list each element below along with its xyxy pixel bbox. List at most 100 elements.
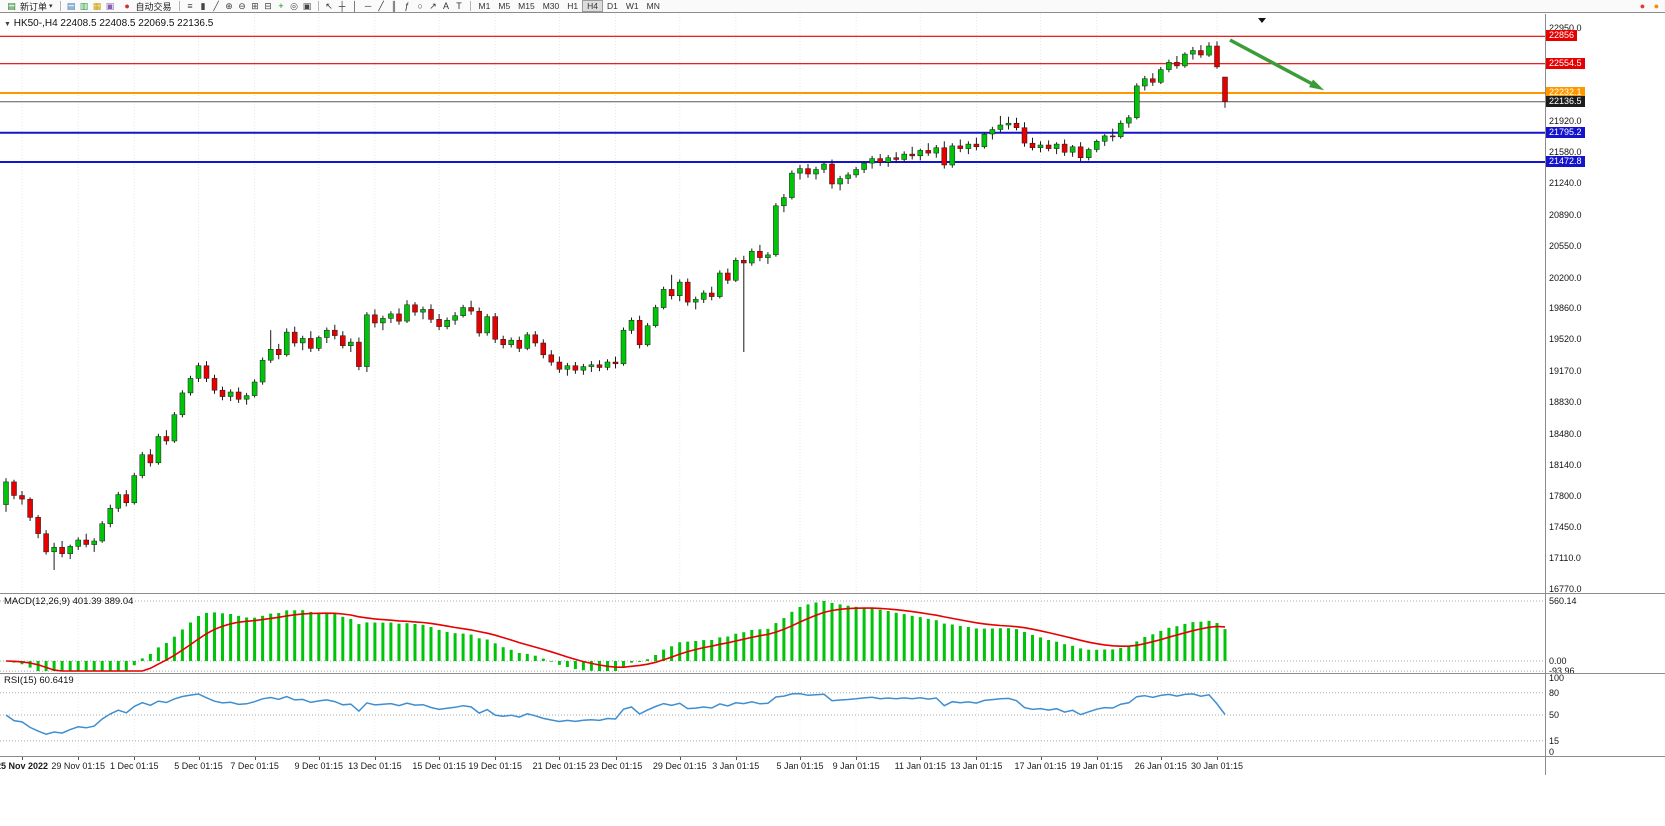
indicators-icon[interactable]: + — [278, 0, 284, 11]
support-line-upper-badge[interactable]: 21795.2 — [1546, 126, 1585, 138]
price-tick: 20550.0 — [1549, 240, 1582, 251]
timeframe-m1[interactable]: M1 — [478, 1, 491, 11]
timeframe-h1[interactable]: H1 — [567, 1, 579, 11]
date-label: 17 Jan 01:15 — [1014, 761, 1067, 771]
candlestick-chart-icon[interactable]: ▮ — [200, 0, 206, 11]
text-icon[interactable]: A — [443, 0, 450, 11]
cursor-icon[interactable]: ↖ — [325, 0, 333, 11]
rsi-axis-label: 15 — [1549, 735, 1560, 746]
macd-panel[interactable]: MACD(12,26,9) 401.39 389.04 — [0, 595, 1545, 672]
horizontal-line-icon[interactable]: ─ — [364, 0, 372, 11]
channel-icon[interactable]: ║ — [390, 0, 398, 11]
panel-separator — [0, 756, 1665, 757]
rsi-axis-label: 50 — [1549, 710, 1560, 720]
time-tick — [318, 757, 320, 760]
macd-values: 401.39 389.04 — [72, 596, 134, 607]
date-label: 3 Jan 01:15 — [712, 761, 760, 771]
crosshair-icon[interactable]: ┼ — [338, 0, 346, 11]
time-tick — [134, 757, 136, 760]
timeframe-d1[interactable]: D1 — [607, 1, 618, 11]
text-label-icon[interactable]: T — [456, 0, 462, 11]
line-chart-icon[interactable]: ╱ — [213, 0, 219, 11]
timeframe-m30[interactable]: M30 — [542, 1, 560, 11]
zoom-in-icon[interactable]: ⊕ — [225, 0, 233, 11]
rsi-svg[interactable] — [0, 674, 1545, 756]
date-label: 21 Dec 01:15 — [532, 761, 587, 771]
window-icons-group: ▤ ▥ ▦ ▣ — [65, 1, 117, 12]
time-axis[interactable]: 25 Nov 2022 29 Nov 01:15 1 Dec 01:15 5 Dec … — [0, 757, 1545, 775]
candles — [3, 41, 1228, 570]
time-tick — [615, 757, 617, 760]
price-tick: 22950.0 — [1549, 22, 1582, 33]
rsi-label: RSI(15) 60.6419 — [4, 675, 74, 686]
toolbar-separator — [317, 1, 319, 11]
alerts-icon[interactable]: ● — [1653, 1, 1660, 11]
fibonacci-icon[interactable]: ƒ — [404, 0, 410, 11]
price-chart-panel[interactable]: ▼ HK50-,H4 22408.5 22408.5 22069.5 22136… — [0, 14, 1545, 593]
auto-trading-button[interactable]: ● 自动交易 — [118, 0, 175, 12]
time-tick — [78, 757, 80, 760]
target-line-badge[interactable]: 22232.1 — [1546, 87, 1585, 98]
price-tick: 21580.0 — [1549, 147, 1582, 158]
rsi-value: 60.6419 — [39, 675, 74, 686]
panel-separator[interactable] — [0, 593, 1665, 594]
periods-icon[interactable]: ◎ — [290, 0, 298, 11]
timeframe-m5[interactable]: M5 — [498, 1, 511, 11]
rsi-panel[interactable]: RSI(15) 60.6419 — [0, 674, 1545, 756]
market-watch-icon[interactable]: ▤ — [66, 0, 76, 11]
timeframe-w1[interactable]: W1 — [625, 1, 639, 11]
terminal-icon[interactable]: ▣ — [105, 0, 115, 11]
timeframe-m15[interactable]: M15 — [518, 1, 535, 11]
support-line-lower-badge[interactable]: 21472.8 — [1546, 155, 1585, 167]
time-tick — [1040, 757, 1042, 760]
macd-axis-label: 0.00 — [1549, 656, 1567, 666]
community-icon[interactable]: ● — [1639, 1, 1646, 11]
timeframe-h4[interactable]: H4 — [582, 0, 604, 12]
time-tick — [22, 757, 23, 760]
timeframes-group: M1 M5 M15 M30 H1 H4 D1 W1 MN — [475, 0, 664, 12]
date-label: 19 Dec 01:15 — [468, 761, 522, 771]
tile-windows-icon[interactable]: ⊞ — [251, 0, 259, 11]
templates-icon[interactable]: ▣ — [302, 0, 312, 11]
current-price-line-badge[interactable]: 22136.5 — [1546, 95, 1585, 107]
arrows-icon[interactable]: ↗ — [429, 0, 437, 11]
macd-axis-label: -93.96 — [1549, 666, 1575, 677]
macd-label: MACD(12,26,9) 401.39 389.04 — [4, 596, 133, 607]
vertical-line-icon[interactable]: │ — [352, 0, 358, 11]
timeframe-mn[interactable]: MN — [646, 1, 660, 11]
time-tick — [1096, 757, 1098, 760]
resistance-line-lower-badge[interactable]: 22554.5 — [1546, 57, 1585, 69]
date-label: 30 Jan 01:15 — [1190, 761, 1244, 771]
auto-trading-label: 自动交易 — [135, 1, 172, 12]
trendline-icon[interactable]: ╱ — [378, 0, 384, 11]
auto-trading-icon: ● — [124, 0, 130, 11]
price-chart-svg[interactable] — [0, 14, 1545, 593]
resistance-line-upper-badge[interactable]: 22856 — [1546, 30, 1578, 42]
cascade-windows-icon[interactable]: ⊟ — [264, 0, 272, 11]
date-label: 29 Nov 01:15 — [51, 761, 105, 771]
date-label: 1 Dec 01:15 — [110, 761, 159, 771]
date-label: 13 Jan 01:15 — [950, 761, 1003, 771]
new-order-button[interactable]: ▤ 新订单 ▾ — [2, 0, 56, 12]
chart-icons-group: ≡ ▮ ╱ ⊕ ⊖ ⊞ ⊟ + ◎ ▣ — [184, 1, 314, 12]
price-tick: 21240.0 — [1549, 178, 1582, 189]
macd-svg[interactable] — [0, 595, 1545, 672]
price-tick: 19170.0 — [1549, 366, 1582, 377]
date-label: 5 Jan 01:15 — [776, 761, 824, 771]
navigator-icon[interactable]: ▦ — [92, 0, 102, 11]
date-label: 9 Jan 01:15 — [832, 761, 880, 771]
zoom-out-icon[interactable]: ⊖ — [238, 0, 246, 11]
panel-separator[interactable] — [0, 673, 1665, 674]
macd-name: MACD(12,26,9) — [4, 596, 70, 607]
date-label: 19 Jan 01:15 — [1070, 761, 1123, 771]
time-tick — [198, 757, 200, 760]
toolbar-separator — [469, 1, 471, 11]
toolbar-separator — [59, 1, 61, 11]
data-window-icon[interactable]: ▥ — [79, 0, 89, 11]
bar-chart-icon[interactable]: ≡ — [187, 0, 193, 11]
macd-histogram — [12, 601, 1227, 671]
rsi-name: RSI(15) — [4, 675, 37, 686]
shapes-icon[interactable]: ○ — [417, 0, 423, 11]
price-tick: 19860.0 — [1549, 303, 1582, 314]
